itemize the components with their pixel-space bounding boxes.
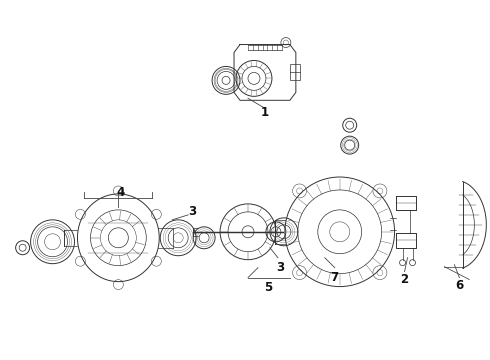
Text: 7: 7 bbox=[331, 271, 339, 284]
Text: 5: 5 bbox=[264, 281, 272, 294]
Text: 4: 4 bbox=[116, 186, 124, 199]
Text: 1: 1 bbox=[261, 106, 269, 119]
Text: 3: 3 bbox=[188, 205, 196, 219]
Bar bbox=[290, 64, 300, 80]
Text: 3: 3 bbox=[276, 261, 284, 274]
Text: 6: 6 bbox=[455, 279, 464, 292]
Text: 2: 2 bbox=[400, 273, 409, 286]
